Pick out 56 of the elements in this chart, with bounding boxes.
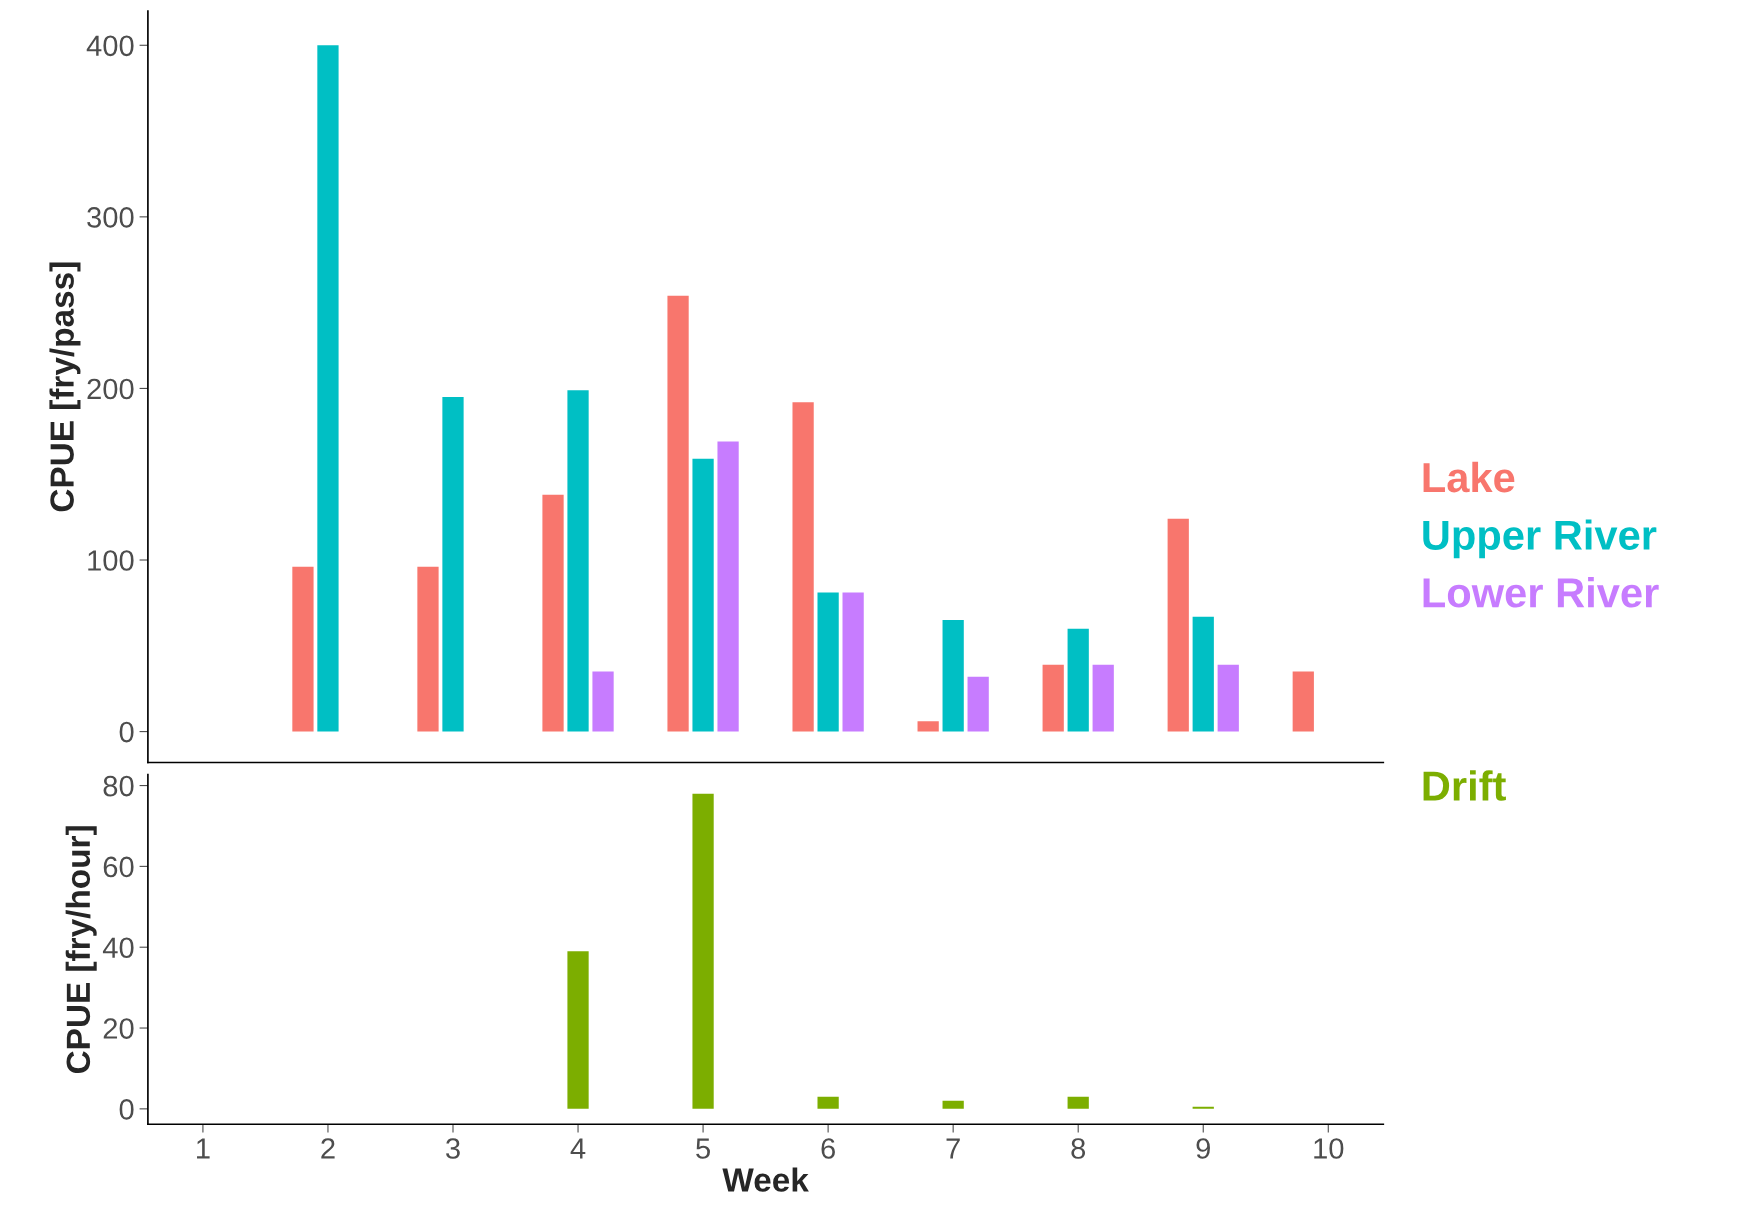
y-tick-label: 40 xyxy=(102,937,134,959)
bar xyxy=(442,397,464,732)
bar xyxy=(1217,664,1239,732)
text: Drift xyxy=(1423,770,1506,801)
bar xyxy=(692,793,714,1109)
y-axis-title: CPUE [fry/pass] xyxy=(49,262,81,512)
bar xyxy=(1042,664,1064,732)
x-tick-label: 9 xyxy=(1196,1138,1210,1159)
bar xyxy=(942,620,964,732)
y-tick-label: 60 xyxy=(103,856,134,878)
bar xyxy=(567,951,589,1109)
bar xyxy=(917,721,939,732)
bar xyxy=(817,592,839,732)
x-tick-label: 3 xyxy=(446,1138,460,1159)
bar xyxy=(717,441,739,732)
x-tick-label: 4 xyxy=(570,1138,586,1159)
x-tick-label: 1 xyxy=(197,1138,210,1159)
y-axis-title: CPUE [fry/hour] xyxy=(65,826,97,1074)
text: Lake xyxy=(1423,461,1515,493)
y-tick-label: 20 xyxy=(103,1018,134,1039)
bar xyxy=(542,494,564,732)
bar xyxy=(1067,628,1089,732)
bar xyxy=(1192,616,1214,732)
bar xyxy=(842,592,864,732)
bar xyxy=(792,402,814,732)
y-tick-label: 80 xyxy=(103,775,134,797)
y-tick-label: 200 xyxy=(87,378,134,400)
bar xyxy=(667,295,689,732)
bar xyxy=(1092,664,1114,732)
bar xyxy=(967,676,989,732)
bar xyxy=(817,1096,839,1109)
x-tick-label: 5 xyxy=(696,1138,710,1159)
y-tick-label: 300 xyxy=(87,207,134,228)
y-tick-label: 0 xyxy=(119,721,134,743)
text: Upper River xyxy=(1423,519,1657,559)
text: Lower River xyxy=(1423,576,1659,608)
x-tick-label: 2 xyxy=(321,1138,335,1159)
y-tick-label: 0 xyxy=(119,1099,134,1120)
y-tick-label: 400 xyxy=(86,35,134,57)
bar xyxy=(1192,1106,1214,1109)
bar xyxy=(567,390,589,732)
bar xyxy=(1292,671,1314,732)
x-axis-title: Week xyxy=(722,1167,809,1192)
bar xyxy=(417,566,439,732)
x-tick-label: 6 xyxy=(821,1138,835,1159)
x-tick-label: 7 xyxy=(946,1138,960,1159)
bar xyxy=(1067,1096,1089,1109)
bar xyxy=(292,566,314,732)
bar xyxy=(1167,518,1189,732)
y-tick-label: 100 xyxy=(88,550,134,571)
bar xyxy=(942,1100,964,1109)
bar xyxy=(592,671,614,732)
x-tick-label: 8 xyxy=(1071,1138,1086,1159)
x-tick-label: 10 xyxy=(1314,1138,1344,1159)
bar xyxy=(317,45,339,732)
bar xyxy=(692,458,714,732)
